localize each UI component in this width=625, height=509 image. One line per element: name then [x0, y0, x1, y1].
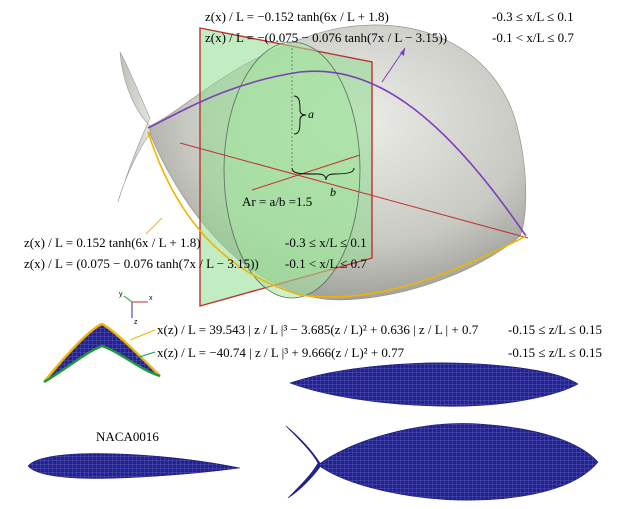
upper-range-aft: -0.1 < x/L ≤ 0.7	[492, 30, 574, 45]
lower-pointer-line	[145, 217, 163, 235]
section-pointer-lower	[135, 351, 156, 359]
lower-eq-aft: z(x) / L = (0.075 − 0.076 tanh(7x / L − …	[24, 256, 259, 271]
caudal-fin	[117, 51, 151, 203]
fish-3d-render	[117, 24, 529, 307]
section-range-lower: -0.15 ≤ z/L ≤ 0.15	[508, 345, 602, 360]
upper-profile-curve	[147, 70, 527, 237]
mesh-top-view	[285, 423, 599, 501]
lower-range-fore: -0.3 ≤ x/L ≤ 0.1	[285, 235, 367, 250]
mesh-side-body	[289, 362, 579, 407]
section-eq-lower: x(z) / L = −40.74 | z / L |³ + 9.666(z /…	[157, 345, 405, 360]
dimension-b-brace	[291, 167, 355, 181]
section-profile-mesh	[44, 324, 160, 382]
dimension-b-label: b	[330, 185, 336, 199]
mesh-side-view	[289, 362, 579, 407]
axis-y-label: y	[119, 291, 123, 298]
section-eq-upper: x(z) / L = 39.543 | z / L |³ − 3.685(z /…	[157, 322, 479, 337]
upper-eq-aft: z(x) / L = −(0.075 − 0.076 tanh(7x / L −…	[205, 30, 447, 45]
section-range-upper: -0.15 ≤ z/L ≤ 0.15	[508, 322, 602, 337]
naca-foil-body	[27, 453, 241, 479]
lower-range-aft: -0.1 < x/L ≤ 0.7	[285, 256, 367, 271]
section-profile-lower-edge	[43, 344, 161, 384]
lower-eq-fore: z(x) / L = 0.152 tanh(6x / L + 1.8)	[24, 235, 201, 250]
section-pointer-upper	[129, 329, 156, 341]
dimension-a-brace	[293, 95, 307, 135]
body-centreline	[179, 142, 529, 239]
section-profile-upper-edge	[43, 322, 161, 383]
upper-pointer-arrow	[400, 48, 405, 56]
axis-z-label: z	[134, 319, 138, 326]
axis-x-label: x	[149, 295, 153, 302]
dimension-a-label: a	[308, 107, 314, 121]
naca-label: NACA0016	[96, 429, 159, 444]
naca-foil	[27, 453, 241, 479]
plane-axis-x	[251, 154, 361, 191]
upper-eq-fore: z(x) / L = −0.152 tanh(6x / L + 1.8)	[205, 9, 389, 24]
section-profile-shape	[43, 322, 161, 384]
upper-range-fore: -0.3 ≤ x/L ≤ 0.1	[492, 9, 574, 24]
lower-profile-curve	[147, 131, 527, 298]
aspect-ratio-label: Ar = a/b =1.5	[242, 194, 312, 209]
mesh-top-fin	[285, 425, 321, 499]
axis-triad: x y z	[119, 291, 153, 326]
mesh-top-body	[317, 423, 599, 501]
